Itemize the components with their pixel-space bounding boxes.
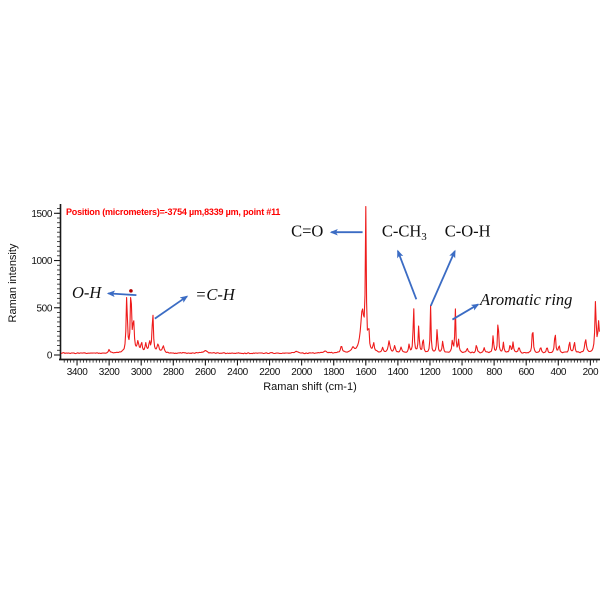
annotation-label: C=O <box>291 222 323 241</box>
x-tick-label: 2800 <box>163 367 184 378</box>
annotation-label: C-O-H <box>445 222 491 241</box>
x-tick-label: 400 <box>551 367 567 378</box>
y-tick-label: 500 <box>37 303 53 314</box>
annotation-label: Aromatic ring <box>479 290 572 309</box>
annotation-label: =C-H <box>195 285 236 304</box>
x-tick-label: 2400 <box>227 367 248 378</box>
x-tick-label: 2000 <box>291 367 312 378</box>
x-axis-title: Raman shift (cm-1) <box>263 381 357 393</box>
annotation-arrow <box>451 303 480 321</box>
annotation-label: O-H <box>72 283 102 302</box>
x-tick-label: 3400 <box>67 367 88 378</box>
x-tick-label: 1600 <box>355 367 376 378</box>
x-tick-label: 2600 <box>195 367 216 378</box>
position-readout: Position (micrometers)=-3754 µm,8339 µm,… <box>66 207 280 217</box>
y-tick-label: 0 <box>47 351 53 362</box>
spectrum-trace <box>60 205 600 355</box>
x-tick-label: 1400 <box>388 367 409 378</box>
axes: 3400 3200 3000 2800 2600 2400 2200 2000 1800 1600… <box>31 204 600 378</box>
annotation-label: C-CH3 <box>382 222 427 244</box>
y-tick-label: 1500 <box>31 209 52 220</box>
annotation-arrow <box>154 295 189 320</box>
annotation-arrow <box>397 249 418 300</box>
cursor-marker <box>129 289 133 293</box>
x-tick-label: 3200 <box>99 367 120 378</box>
x-tick-label: 1800 <box>323 367 344 378</box>
x-tick-label: 3000 <box>131 367 152 378</box>
x-tick-label: 1000 <box>452 367 473 378</box>
annotation-arrow <box>429 249 456 307</box>
peak-annotations: O-H =C-H C=O C-CH3 C-O-H Aromatic ring <box>72 222 572 321</box>
x-tick-label: 600 <box>518 367 534 378</box>
x-tick-label: 200 <box>583 367 599 378</box>
annotation-arrow <box>106 290 137 298</box>
x-tick-label: 1200 <box>420 367 441 378</box>
y-axis-title: Raman intensity <box>7 243 19 322</box>
x-tick-label: 2200 <box>259 367 280 378</box>
x-tick-label: 800 <box>486 367 502 378</box>
y-tick-label: 1000 <box>31 256 52 267</box>
spectrum-line <box>60 205 600 355</box>
